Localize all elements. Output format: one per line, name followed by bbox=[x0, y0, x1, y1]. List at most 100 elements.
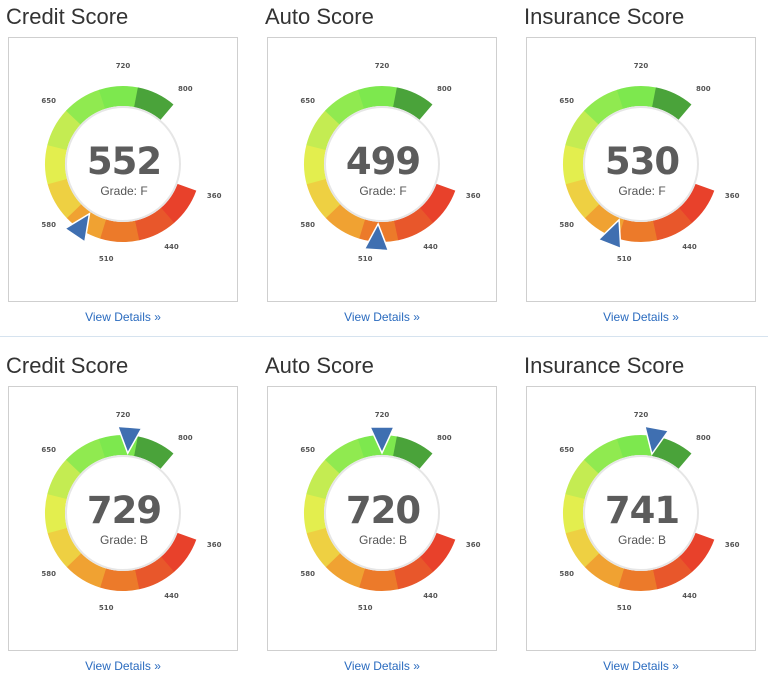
gauge-segment bbox=[616, 86, 657, 109]
score-grade: Grade: F bbox=[100, 184, 148, 198]
score-gauge-card: 360 440 510 580 650 720 800 530 Grade: F bbox=[526, 37, 756, 302]
gauge-segment bbox=[357, 86, 398, 109]
gauge-segment bbox=[306, 459, 340, 499]
gauge-segment bbox=[306, 178, 341, 219]
gauge-segment bbox=[304, 144, 326, 185]
gauge-tick-label: 720 bbox=[374, 411, 390, 419]
score-gauge-card: 360 440 510 580 650 720 800 729 Grade: B bbox=[8, 386, 238, 651]
gauge-segment bbox=[160, 532, 197, 573]
score-panel: Insurance Score 360 440 510 580 650 720 800 741 G… bbox=[518, 349, 756, 673]
gauge-segment bbox=[47, 110, 81, 150]
score-gauge bbox=[304, 426, 456, 591]
score-panel: Insurance Score 360 440 510 580 650 720 800 530 G… bbox=[518, 0, 756, 324]
gauge-segment bbox=[134, 207, 175, 241]
gauge-segment bbox=[324, 438, 365, 474]
gauge-tick-label: 650 bbox=[300, 96, 315, 105]
gauge-segment bbox=[45, 493, 67, 534]
score-gauge-card: 360 440 510 580 650 720 800 499 Grade: F bbox=[267, 37, 497, 302]
score-pointer bbox=[597, 218, 622, 250]
score-grade: Grade: B bbox=[358, 533, 408, 547]
gauge-segment bbox=[306, 527, 341, 568]
gauge-center bbox=[583, 455, 699, 571]
gauge-tick-label: 440 bbox=[682, 243, 697, 251]
gauge-tick-label: 800 bbox=[437, 433, 452, 442]
score-value: 530 bbox=[604, 140, 680, 183]
gauge-tick-label: 510 bbox=[98, 254, 114, 263]
panel-title: Credit Score bbox=[6, 353, 129, 378]
score-panel: Credit Score 360 440 510 580 650 720 800 729 Grad… bbox=[0, 349, 238, 673]
gauge-tick-label: 510 bbox=[616, 254, 632, 263]
row-divider bbox=[0, 336, 768, 337]
gauge-segment bbox=[652, 87, 692, 120]
gauge-center bbox=[324, 455, 440, 571]
gauge-segment bbox=[134, 556, 175, 590]
gauge-segment bbox=[98, 86, 139, 109]
gauge-tick-label: 360 bbox=[206, 192, 222, 201]
gauge-center bbox=[324, 106, 440, 222]
gauge-segment bbox=[563, 493, 585, 534]
gauge-segment bbox=[45, 144, 67, 185]
gauge-segment bbox=[65, 89, 106, 125]
gauge-tick-label: 510 bbox=[357, 603, 373, 612]
gauge-segment bbox=[134, 87, 174, 120]
view-details-link[interactable]: View Details » bbox=[85, 659, 161, 673]
score-panel: Auto Score 360 440 510 580 650 720 800 499 Grade:… bbox=[259, 0, 497, 324]
gauge-segment bbox=[134, 436, 174, 469]
score-pointer bbox=[368, 426, 396, 455]
gauge-tick-label: 800 bbox=[178, 84, 193, 93]
gauge-segment bbox=[325, 553, 366, 588]
gauge-segment bbox=[617, 219, 658, 243]
gauge-segment bbox=[419, 532, 456, 573]
score-grade: Grade: B bbox=[617, 533, 667, 547]
gauge-segment bbox=[393, 556, 434, 590]
gauge-tick-label: 650 bbox=[41, 445, 56, 454]
view-details-link[interactable]: View Details » bbox=[344, 659, 420, 673]
gauge-center bbox=[583, 106, 699, 222]
gauge-tick-label: 440 bbox=[423, 592, 438, 600]
gauge-tick-label: 650 bbox=[41, 96, 56, 105]
score-grade: Grade: B bbox=[99, 533, 149, 547]
gauge-segment bbox=[325, 204, 366, 239]
gauge-segment bbox=[652, 436, 692, 469]
gauge-segment bbox=[304, 493, 326, 534]
gauge-tick-label: 720 bbox=[374, 62, 390, 70]
gauge-tick-label: 510 bbox=[357, 254, 373, 263]
view-details-link[interactable]: View Details » bbox=[344, 310, 420, 324]
gauge-segment bbox=[678, 532, 715, 573]
score-gauge-card: 360 440 510 580 650 720 800 741 Grade: B bbox=[526, 386, 756, 651]
gauge-tick-label: 720 bbox=[115, 62, 131, 70]
gauge-tick-label: 360 bbox=[724, 192, 740, 201]
gauge-tick-label: 360 bbox=[206, 541, 222, 550]
gauge-tick-label: 510 bbox=[98, 603, 114, 612]
gauge-tick-label: 580 bbox=[41, 570, 56, 579]
gauge-segment bbox=[565, 110, 599, 150]
score-gauge bbox=[45, 86, 197, 244]
score-pointer bbox=[643, 425, 670, 456]
gauge-segment bbox=[47, 527, 82, 568]
gauge-center bbox=[65, 106, 181, 222]
gauge-tick-label: 720 bbox=[115, 411, 131, 419]
gauge-segment bbox=[584, 553, 625, 588]
gauge-tick-label: 580 bbox=[559, 221, 574, 230]
view-details-link[interactable]: View Details » bbox=[85, 310, 161, 324]
panel-title: Auto Score bbox=[265, 353, 374, 378]
panel-title: Insurance Score bbox=[524, 353, 685, 378]
gauge-tick-label: 720 bbox=[633, 62, 649, 70]
gauge-segment bbox=[652, 207, 693, 241]
view-details-link[interactable]: View Details » bbox=[603, 659, 679, 673]
gauge-segment bbox=[565, 459, 599, 499]
gauge-tick-label: 720 bbox=[633, 411, 649, 419]
view-details-link[interactable]: View Details » bbox=[603, 310, 679, 324]
gauge-segment bbox=[652, 556, 693, 590]
gauge-segment bbox=[47, 178, 82, 219]
panel-title: Credit Score bbox=[6, 4, 129, 29]
score-gauge bbox=[45, 425, 197, 591]
gauge-segment bbox=[678, 183, 715, 224]
gauge-tick-label: 650 bbox=[559, 445, 574, 454]
score-gauge-card: 360 440 510 580 650 720 800 552 Grade: F bbox=[8, 37, 238, 302]
gauge-segment bbox=[393, 87, 433, 120]
panel-title: Insurance Score bbox=[524, 4, 685, 29]
score-grade: Grade: F bbox=[359, 184, 407, 198]
gauge-segment bbox=[583, 89, 624, 125]
gauge-segment bbox=[324, 89, 365, 125]
